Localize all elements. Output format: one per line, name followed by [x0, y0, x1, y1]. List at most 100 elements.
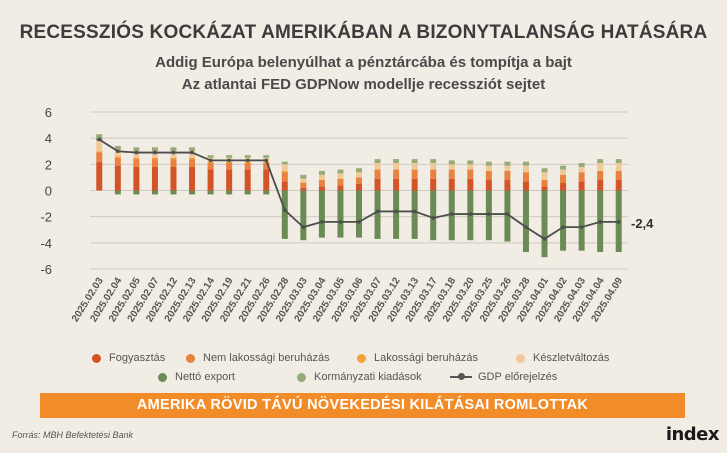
bar-segment	[114, 146, 121, 150]
bar-segment	[318, 186, 325, 191]
gdp-forecast-point	[431, 216, 436, 220]
bar-segment	[189, 157, 196, 160]
bar-segment	[504, 161, 511, 166]
bar-segment	[467, 178, 474, 191]
bar-segment	[393, 159, 400, 164]
bar-segment	[96, 161, 103, 191]
legend-label: GDP előrejelzés	[478, 371, 558, 383]
bar-segment	[281, 164, 288, 171]
gdp-forecast-point	[153, 150, 157, 155]
bar-segment	[578, 172, 585, 182]
bar-segment	[263, 163, 270, 170]
legend: Fogyasztás Nem lakossági beruházás Lakos…	[0, 346, 727, 390]
gdp-forecast-point	[116, 149, 120, 154]
bar-segment	[133, 166, 140, 191]
bar-segment	[578, 190, 585, 251]
bar-segment	[560, 174, 567, 183]
gdp-forecast-point	[505, 212, 510, 216]
bar-segment	[374, 190, 381, 239]
bar-segment	[393, 190, 400, 239]
bar-segment	[318, 190, 325, 238]
bar-segment	[615, 159, 622, 164]
legend-label: Nettó export	[175, 371, 235, 383]
bar-segment	[541, 172, 548, 181]
bar-segment	[374, 178, 381, 191]
bar-segment	[337, 185, 344, 191]
bar-segment	[170, 190, 177, 195]
legend-label: Fogyasztás	[109, 352, 166, 364]
bar-segment	[485, 161, 492, 166]
bar-segment	[151, 147, 158, 152]
bar-segment	[597, 159, 604, 164]
bar-segment	[541, 190, 548, 258]
gdp-forecast-point	[301, 225, 306, 229]
bar-segment	[448, 169, 455, 179]
bar-segment	[374, 169, 381, 179]
bar-segment	[244, 161, 251, 164]
bar-segment	[281, 161, 288, 165]
bar-segment	[578, 181, 585, 191]
bar-segment	[356, 177, 362, 184]
gdp-forecast-point	[264, 158, 269, 163]
bar-segment	[318, 180, 325, 187]
bar-segment	[189, 147, 196, 152]
bar-segment	[615, 163, 622, 171]
bar-segment	[114, 165, 121, 191]
bar-segment	[522, 172, 529, 182]
bar-segment	[244, 155, 251, 158]
bar-segment	[170, 151, 177, 158]
bar-segment	[318, 174, 325, 181]
legend-swatch	[357, 353, 366, 363]
bar-segment	[393, 163, 400, 170]
bar-segment	[244, 169, 251, 191]
gdp-forecast-point	[542, 237, 547, 241]
bar-segment	[133, 147, 140, 152]
gdp-forecast-point	[357, 220, 361, 224]
bar-segment	[226, 155, 233, 158]
bar-segment	[504, 165, 511, 171]
legend-line-swatch	[450, 373, 472, 380]
index-logo: index	[665, 424, 720, 445]
bar-segment	[541, 168, 548, 173]
chart-subtitle-1: Addig Európa belenyúlhat a pénztárcába é…	[155, 54, 572, 71]
gdp-forecast-point	[468, 212, 473, 216]
bar-segment	[430, 190, 437, 241]
bar-segment	[411, 169, 418, 179]
bar-segment	[244, 163, 251, 170]
bar-segment	[337, 173, 344, 179]
bar-segment	[485, 170, 492, 181]
bar-segment	[448, 160, 455, 165]
gdp-forecast-point	[245, 158, 250, 163]
legend-swatch	[158, 372, 167, 382]
bar-segment	[485, 165, 492, 171]
bar-segment	[337, 169, 344, 174]
gdp-forecast-point	[320, 220, 324, 224]
bar-segment	[504, 180, 511, 191]
bar-segment	[281, 181, 288, 191]
bar-segment	[560, 182, 567, 191]
bar-segment	[244, 190, 251, 195]
gdp-forecast-point	[412, 209, 417, 214]
bar-segment	[189, 159, 196, 167]
bar-segment	[263, 169, 270, 191]
bar-segment	[374, 159, 381, 164]
legend-item-keszletvaltozas: Készletváltozás	[516, 352, 609, 364]
bar-segment	[151, 159, 158, 167]
bar-segment	[467, 164, 474, 170]
bar-segment	[356, 168, 362, 173]
bar-segment	[430, 178, 437, 191]
bar-segment	[151, 166, 158, 191]
bar-segment	[226, 163, 233, 170]
legend-item-fogyasztas: Fogyasztás	[92, 352, 165, 364]
bar-segment	[522, 190, 529, 252]
bar-segment	[133, 190, 140, 195]
bar-segment	[522, 161, 529, 166]
gdp-forecast-point	[616, 220, 621, 224]
bar-segment	[300, 187, 307, 191]
gdp-forecast-point	[598, 220, 602, 224]
bar-segment	[114, 190, 121, 195]
bar-segment	[207, 190, 214, 195]
chart-subtitle-2: Az atlantai FED GDPNow modellje recesszi…	[181, 76, 546, 93]
bar-segment	[170, 159, 177, 167]
legend-item-lakossagi: Lakossági beruházás	[357, 352, 478, 364]
